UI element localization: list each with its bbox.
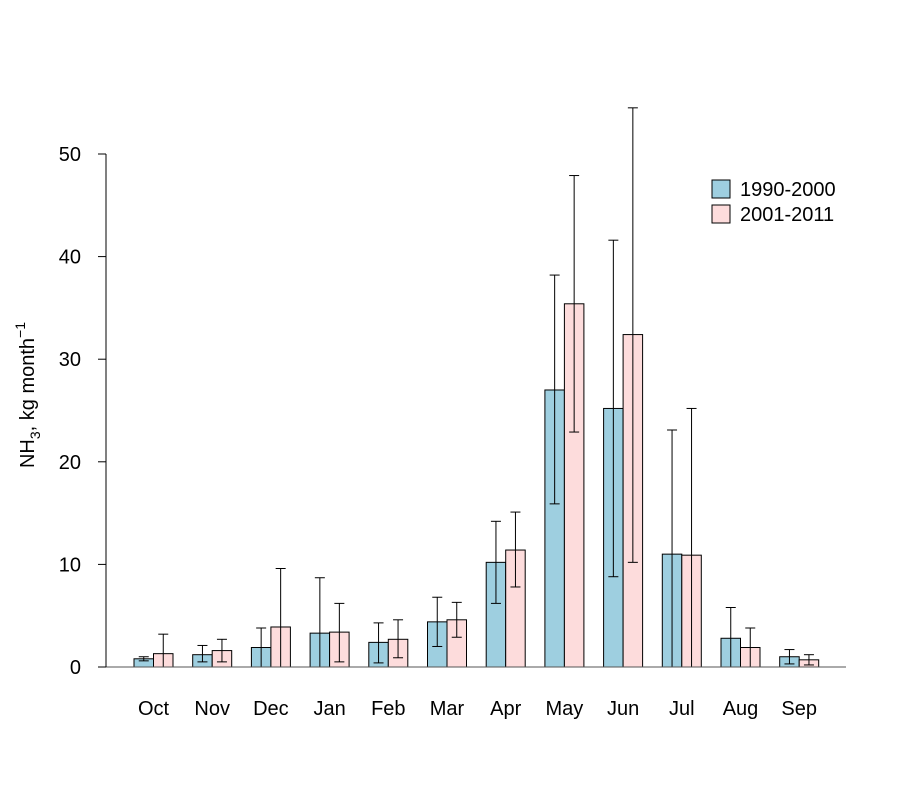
y-tick-label-50: 50 — [59, 144, 81, 166]
y-axis-label-main: NH — [17, 439, 39, 468]
error-bars-layer — [138, 107, 814, 668]
legend: 1990-2000 2001-2011 — [711, 179, 836, 226]
legend-label-series-2: 2001-2011 — [740, 204, 834, 226]
x-tick-label-sep: Sep — [781, 698, 817, 720]
y-tick-label-30: 30 — [59, 349, 81, 371]
x-tick-label-oct: Oct — [138, 698, 170, 720]
y-tick-label-40: 40 — [59, 247, 81, 269]
y-axis-label-sup: −1 — [12, 322, 28, 338]
bars-layer — [133, 303, 820, 668]
y-axis: 0 10 20 30 40 50 — [59, 144, 107, 679]
x-tick-label-dec: Dec — [253, 698, 289, 720]
legend-swatch-series-1 — [711, 179, 731, 199]
x-tick-label-mar: Mar — [430, 698, 465, 720]
x-axis-labels: Oct Nov Dec Jan Feb Mar Apr May Jun Jul Aug Sep — [138, 698, 817, 720]
x-tick-label-apr: Apr — [490, 698, 521, 720]
y-tick-label-10: 10 — [59, 554, 81, 576]
y-axis-label-rest: , kg month — [17, 338, 39, 431]
x-tick-label-feb: Feb — [371, 698, 405, 720]
x-tick-label-aug: Aug — [723, 698, 759, 720]
legend-label-series-1: 1990-2000 — [740, 179, 836, 201]
x-tick-label-may: May — [546, 698, 584, 720]
y-axis-label-sub: 3 — [27, 431, 43, 439]
y-axis-label: NH3, kg month−1 — [12, 322, 43, 468]
x-tick-label-nov: Nov — [194, 698, 230, 720]
x-tick-label-jan: Jan — [313, 698, 345, 720]
x-tick-label-jul: Jul — [669, 698, 695, 720]
x-tick-label-jun: Jun — [607, 698, 639, 720]
y-tick-label-20: 20 — [59, 452, 81, 474]
y-tick-label-0: 0 — [70, 657, 81, 679]
legend-swatch-series-2 — [711, 204, 731, 224]
